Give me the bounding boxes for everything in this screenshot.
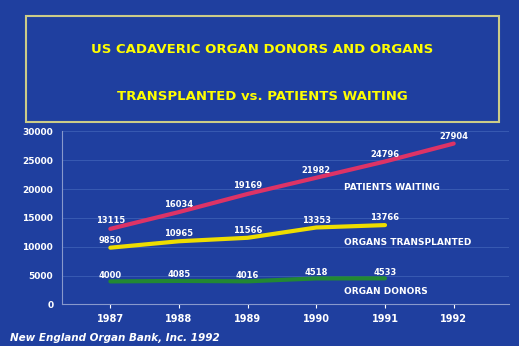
Text: 13353: 13353 xyxy=(302,216,331,225)
Text: 13115: 13115 xyxy=(95,216,125,225)
Text: TRANSPLANTED vs. PATIENTS WAITING: TRANSPLANTED vs. PATIENTS WAITING xyxy=(117,90,407,103)
Text: 27904: 27904 xyxy=(439,132,468,141)
Text: 10965: 10965 xyxy=(165,229,194,238)
Text: 4085: 4085 xyxy=(168,270,190,279)
Text: 4000: 4000 xyxy=(99,271,122,280)
FancyBboxPatch shape xyxy=(25,16,499,122)
Text: 19169: 19169 xyxy=(233,182,262,191)
Text: 4016: 4016 xyxy=(236,271,260,280)
Text: 16034: 16034 xyxy=(165,200,194,209)
Text: 4518: 4518 xyxy=(305,268,328,277)
Text: 4533: 4533 xyxy=(373,267,397,276)
Text: 24796: 24796 xyxy=(371,149,400,158)
Text: ORGANS TRANSPLANTED: ORGANS TRANSPLANTED xyxy=(344,238,471,247)
Text: 13766: 13766 xyxy=(371,213,400,222)
Text: 21982: 21982 xyxy=(302,166,331,175)
Text: ORGAN DONORS: ORGAN DONORS xyxy=(344,287,428,296)
Text: 11566: 11566 xyxy=(233,226,263,235)
Text: PATIENTS WAITING: PATIENTS WAITING xyxy=(344,183,440,192)
Text: US CADAVERIC ORGAN DONORS AND ORGANS: US CADAVERIC ORGAN DONORS AND ORGANS xyxy=(91,43,433,56)
Text: 9850: 9850 xyxy=(99,236,122,245)
Text: New England Organ Bank, Inc. 1992: New England Organ Bank, Inc. 1992 xyxy=(10,333,220,343)
